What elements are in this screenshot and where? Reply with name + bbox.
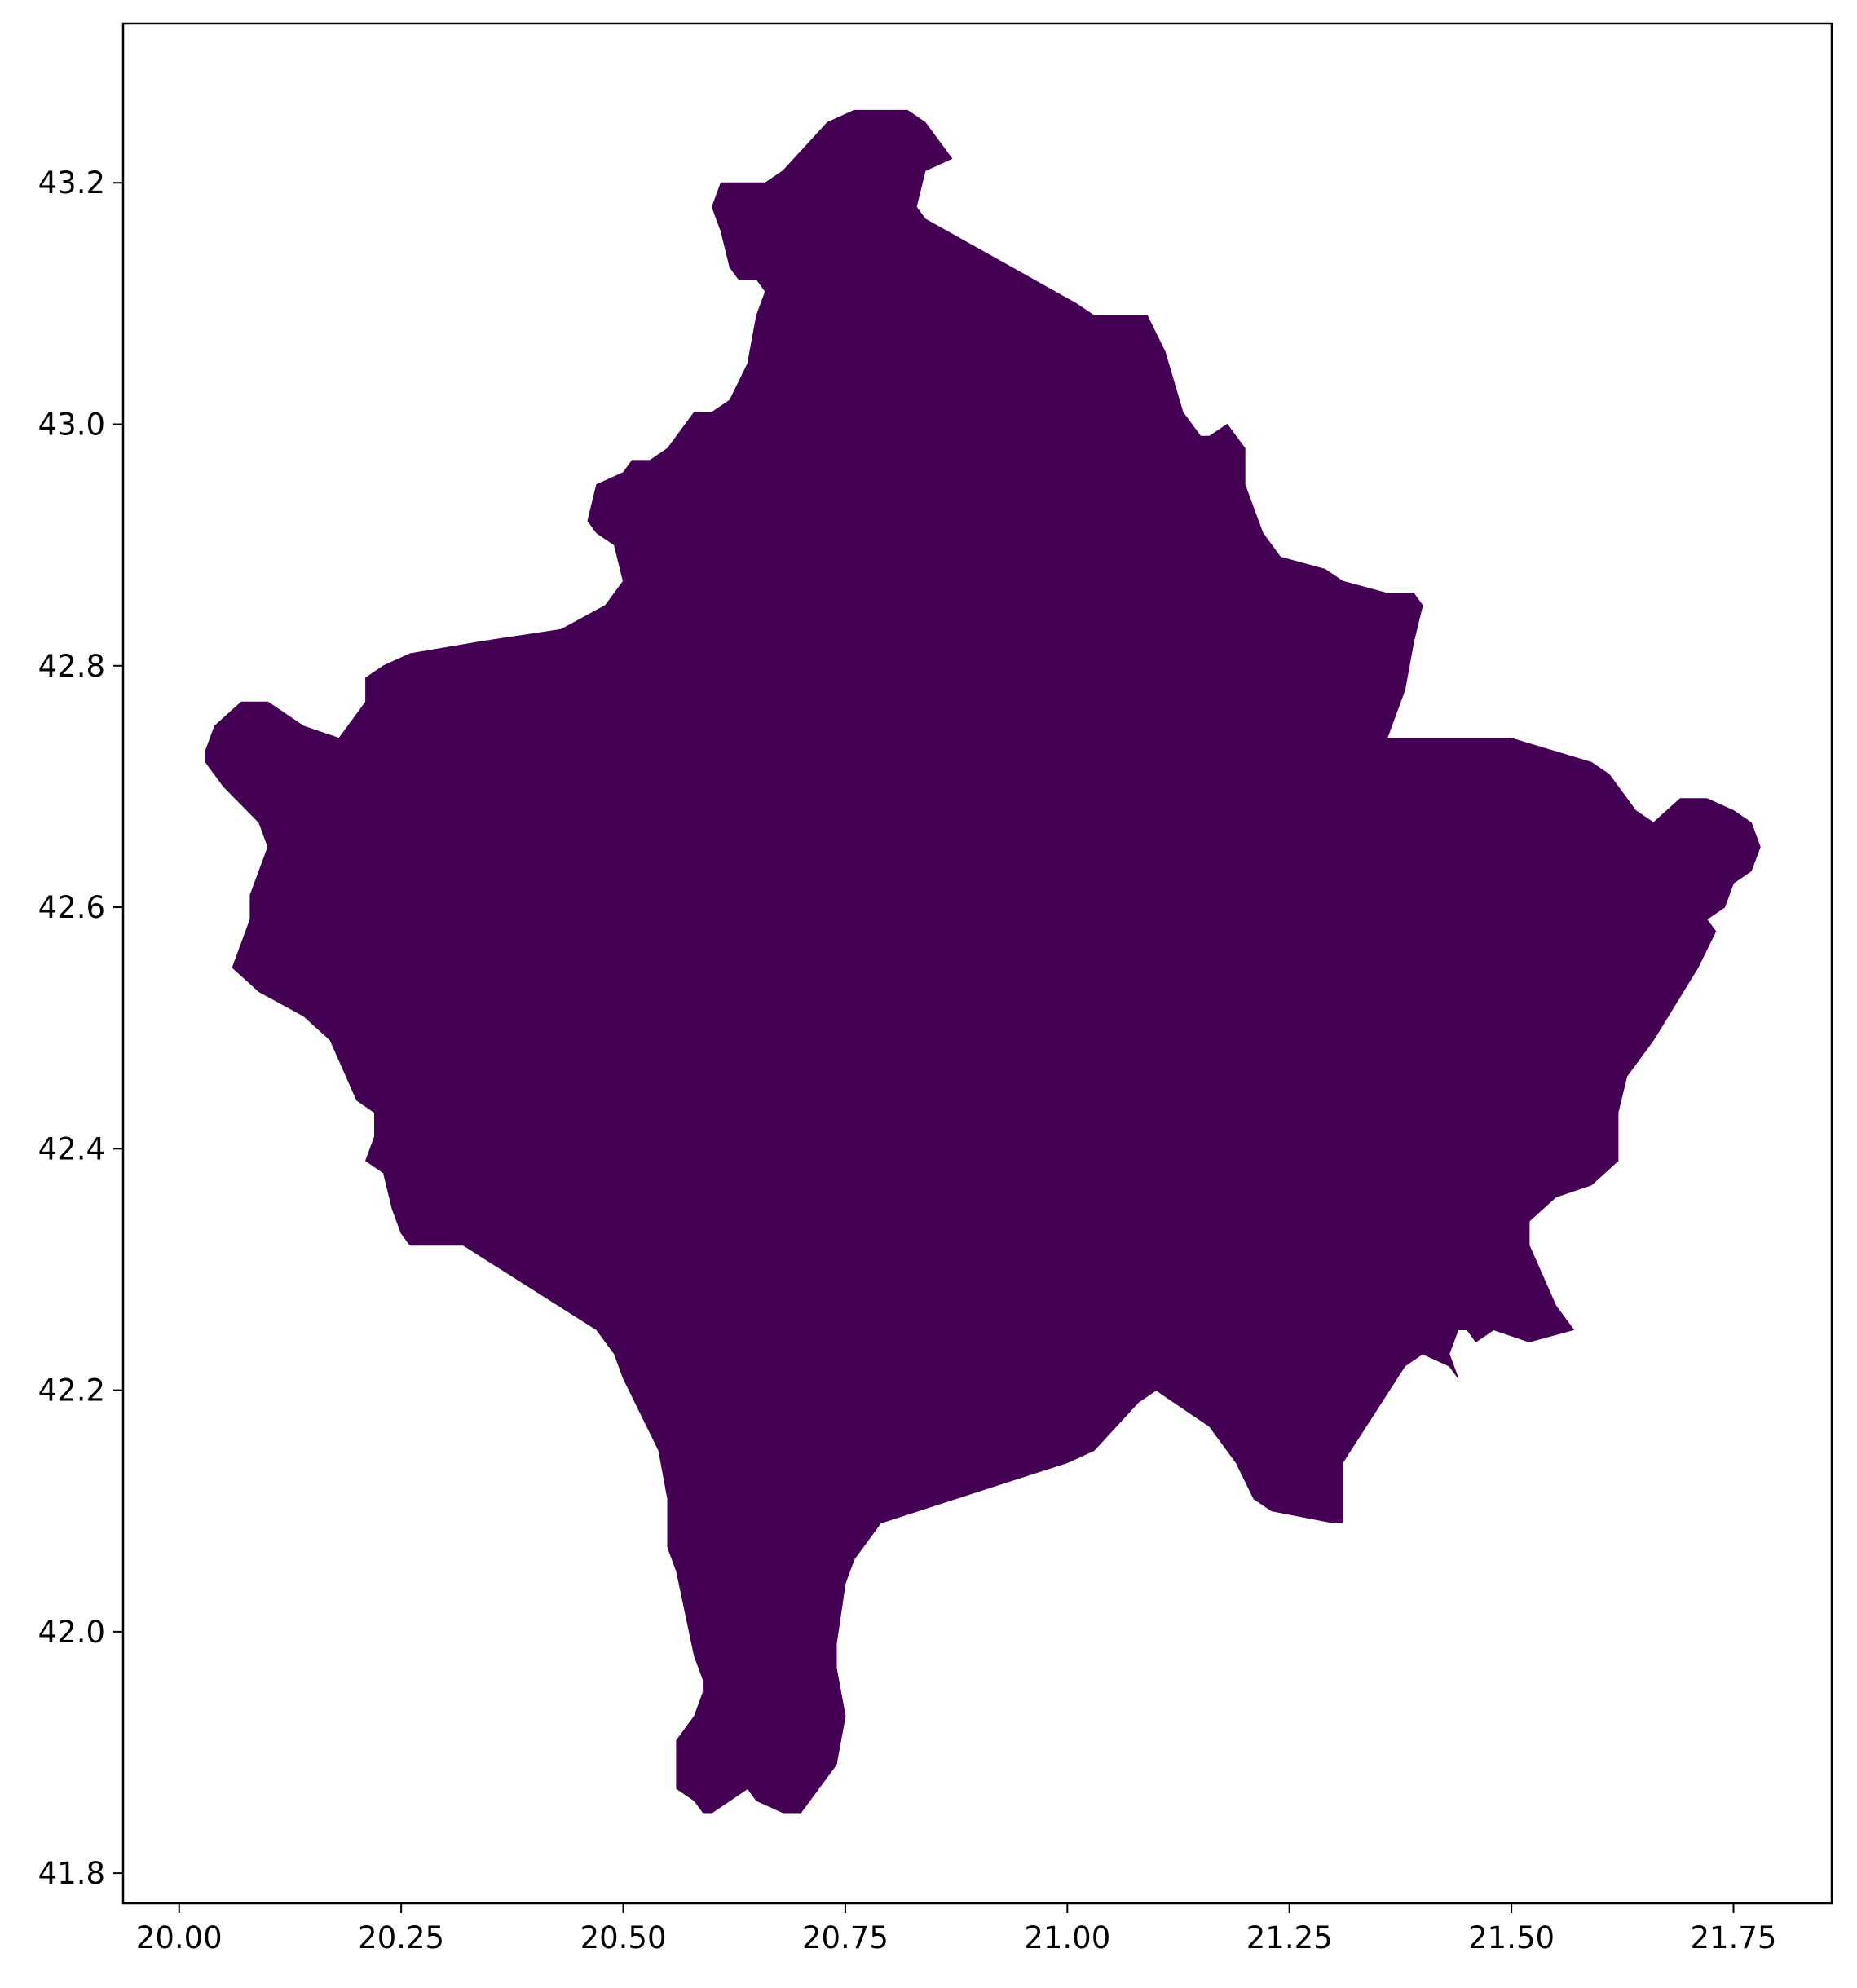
x-tick-label: 21.25 [1246,1920,1333,1955]
y-tick-label: 42.6 [38,890,105,925]
axes-frame [121,22,1833,1905]
x-tick-label: 20.50 [580,1920,667,1955]
x-tick-label: 20.00 [136,1920,223,1955]
x-tick-label: 21.50 [1468,1920,1555,1955]
y-axis: 41.8 42.0 42.2 42.4 42.6 42.8 43.0 43.2 [38,165,123,1891]
x-tick-label: 21.75 [1691,1920,1777,1955]
x-tick-label: 21.00 [1024,1920,1110,1955]
y-tick-label: 42.0 [38,1615,105,1650]
y-tick-label: 41.8 [38,1856,105,1891]
y-tick-label: 42.4 [38,1131,105,1166]
y-tick-label: 42.2 [38,1373,105,1408]
y-tick-label: 43.2 [38,165,105,201]
y-tick-label: 42.8 [38,649,105,684]
map-regions [205,109,1761,1814]
x-tick-label: 20.25 [358,1920,444,1955]
x-axis: 20.00 20.25 20.50 20.75 21.00 21.25 21.50 21.75 [136,1903,1777,1955]
y-tick-label: 43.0 [38,408,105,443]
x-tick-label: 20.75 [802,1920,889,1955]
region-polygon [205,109,1761,1814]
